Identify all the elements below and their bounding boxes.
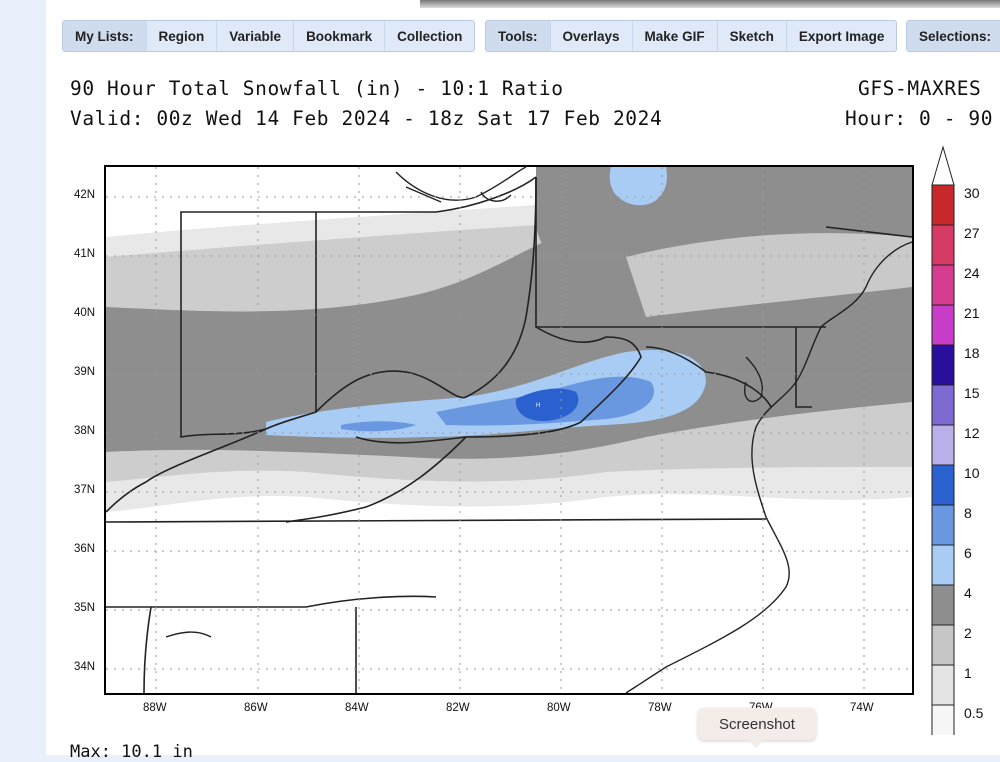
lat-label-34n: 34N <box>74 661 96 673</box>
collection-button[interactable]: Collection <box>397 28 463 44</box>
export-image-button[interactable]: Export Image <box>798 28 885 44</box>
snow-band-6-west <box>341 421 416 432</box>
selections-label[interactable]: Selections: <box>907 21 1000 51</box>
colorbar-swatch-8 <box>931 504 955 546</box>
lon-label-80w: 80W <box>547 702 571 714</box>
colorbar-swatch-30 <box>931 184 955 226</box>
colorbar-swatch-15 <box>931 384 955 426</box>
my-lists-toolbar: My Lists: Region Variable Bookmark Colle… <box>62 20 476 52</box>
sketch-button[interactable]: Sketch <box>718 21 787 51</box>
colorbar-label-1: 1 <box>964 665 972 681</box>
bookmark-button[interactable]: Bookmark <box>294 21 386 51</box>
overlays-button[interactable]: Overlays <box>551 21 633 51</box>
my-lists-label: My Lists: <box>63 21 147 51</box>
colorbar-label-27: 27 <box>964 225 980 241</box>
colorbar-label-12: 12 <box>964 425 980 441</box>
snow-pocket-north-blue <box>609 167 667 206</box>
map-title: 90 Hour Total Snowfall (in) - 10:1 Ratio <box>70 77 564 100</box>
snow-band-8 <box>515 388 579 422</box>
lat-label-40n: 40N <box>74 307 96 319</box>
colorbar-label-2: 2 <box>964 625 972 641</box>
colorbar-label-15: 15 <box>964 385 980 401</box>
colorbar-swatch-18 <box>931 344 955 386</box>
colorbar-label-21: 21 <box>964 305 980 321</box>
make-gif-button[interactable]: Make GIF <box>633 21 718 51</box>
lon-label-88w: 88W <box>143 702 167 714</box>
lat-label-38n: 38N <box>74 425 96 437</box>
colorbar-top-arrow <box>931 145 955 186</box>
model-name: GFS-MAXRES <box>858 77 982 100</box>
lat-label-42n: 42N <box>74 189 96 201</box>
lon-label-82w: 82W <box>446 702 470 714</box>
colorbar-swatch-1 <box>931 664 955 706</box>
colorbar-swatch-10 <box>931 464 955 506</box>
state-boundaries <box>106 176 912 693</box>
snow-pocket-ne-light <box>626 233 912 317</box>
variable-button[interactable]: Variable <box>217 21 295 51</box>
lon-label-86w: 86W <box>244 702 268 714</box>
tools-label: Tools: <box>486 21 551 51</box>
tools-toolbar: Tools: Overlays Make GIF Sketch Export I… <box>485 20 898 52</box>
colorbar-swatch-4 <box>931 584 955 626</box>
colorbar-swatch-0.5 <box>931 704 955 735</box>
lon-label-84w: 84W <box>345 702 369 714</box>
colorbar-label-10: 10 <box>964 465 980 481</box>
colorbar-label-24: 24 <box>964 265 980 281</box>
colorbar-label-8: 8 <box>964 505 972 521</box>
lat-label-41n: 41N <box>74 248 96 260</box>
region-button[interactable]: Region <box>147 21 218 51</box>
colorbar-swatch-24 <box>931 264 955 306</box>
colorbar-label-6: 6 <box>964 545 972 561</box>
colorbar-swatch-6 <box>931 544 955 586</box>
lon-label-74w: 74W <box>850 702 874 714</box>
colorbar-label-30: 30 <box>964 185 980 201</box>
lat-label-36n: 36N <box>74 543 96 555</box>
screenshot-tooltip: Screenshot <box>698 708 816 748</box>
lon-label-78w: 78W <box>648 702 672 714</box>
colorbar-swatch-12 <box>931 424 955 466</box>
hour-range: Hour: 0 - 90 <box>845 107 994 130</box>
colorbar-swatches <box>931 145 955 735</box>
selections-toolbar: Selections: <box>906 20 1000 52</box>
colorbar-label-18: 18 <box>964 345 980 361</box>
lat-label-37n: 37N <box>74 484 96 496</box>
map-svg: H <box>106 167 912 693</box>
max-marker: H <box>536 403 540 409</box>
colorbar-swatch-2 <box>931 624 955 666</box>
colorbar-label-4: 4 <box>964 585 972 601</box>
max-value-text: Max: 10.1 in <box>70 742 193 762</box>
colorbar-label-0.5: 0.5 <box>964 705 984 721</box>
valid-time: Valid: 00z Wed 14 Feb 2024 - 18z Sat 17 … <box>70 107 663 130</box>
colorbar-swatch-27 <box>931 224 955 266</box>
lat-label-35n: 35N <box>74 602 96 614</box>
top-shadow <box>420 0 1000 8</box>
colorbar-swatch-21 <box>931 304 955 346</box>
lat-label-39n: 39N <box>74 366 96 378</box>
snowfall-map[interactable]: H <box>104 165 914 695</box>
colorbar <box>931 145 955 735</box>
